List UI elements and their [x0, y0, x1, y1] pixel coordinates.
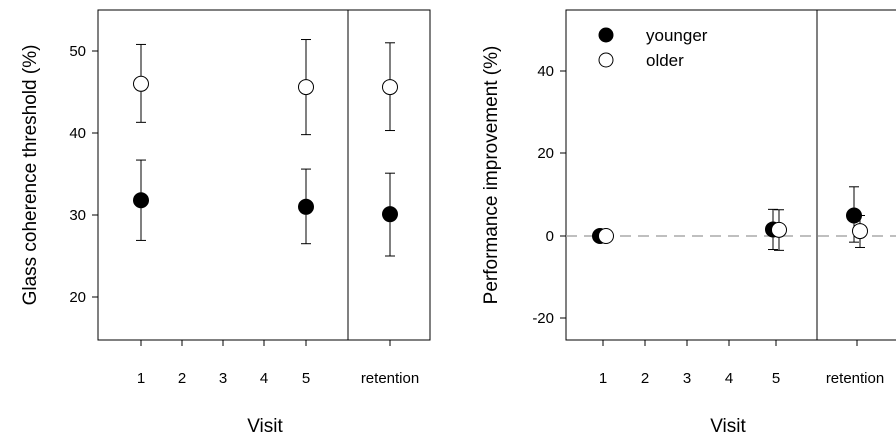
- y-tick-label: -20: [532, 310, 554, 327]
- y-axis-ticks: -20 0 20 40: [532, 63, 566, 327]
- y-tick-label: 0: [546, 228, 554, 245]
- x-tick-label: 3: [683, 370, 691, 387]
- x-tick-label: 3: [219, 370, 227, 387]
- data-point-filled: [298, 198, 314, 215]
- data-point-open: [133, 75, 149, 92]
- improvement-panel: Performance improvement (%) Visit -20 0 …: [481, 9, 896, 437]
- data-point-open: [771, 221, 787, 238]
- x-tick-label: 5: [772, 370, 780, 387]
- x-axis-ticks: 1 2 3 4 5 retention: [137, 340, 419, 387]
- legend-label-older: older: [646, 51, 684, 70]
- x-axis-title: Visit: [710, 416, 746, 437]
- y-tick-label: 30: [69, 207, 86, 224]
- x-tick-label: 2: [178, 370, 186, 387]
- x-tick-label: retention: [361, 370, 419, 387]
- x-tick-label: 1: [137, 370, 145, 387]
- x-axis-ticks: 1 2 3 4 5 retention: [599, 340, 884, 387]
- data-point-open: [852, 223, 868, 240]
- threshold-panel: Glass coherence threshold (%) Visit 20 3…: [20, 9, 431, 437]
- data-marks: [133, 39, 398, 257]
- data-point-open: [598, 228, 614, 244]
- legend-open-marker: [598, 52, 614, 68]
- x-tick-label: 5: [302, 370, 310, 387]
- y-tick-label: 20: [69, 289, 86, 306]
- data-point-open: [382, 79, 398, 96]
- y-tick-label: 40: [537, 63, 554, 80]
- y-axis-title: Performance improvement (%): [481, 46, 502, 305]
- y-axis-title: Glass coherence threshold (%): [20, 45, 41, 306]
- y-tick-label: 20: [537, 145, 554, 162]
- plot-frame: [97, 9, 431, 341]
- legend-label-younger: younger: [646, 26, 708, 45]
- y-tick-label: 50: [69, 43, 86, 60]
- y-tick-label: 40: [69, 125, 86, 142]
- x-tick-label: retention: [826, 370, 884, 387]
- data-point-open: [298, 79, 314, 96]
- x-tick-label: 4: [260, 370, 268, 387]
- legend-filled-marker: [598, 27, 614, 43]
- data-point-filled: [133, 192, 149, 209]
- data-marks: [592, 186, 868, 251]
- x-axis-title: Visit: [247, 416, 283, 437]
- data-point-filled: [382, 206, 398, 223]
- plot-frame: [565, 9, 896, 341]
- y-axis-ticks: 20 30 40 50: [69, 43, 98, 306]
- legend: younger older: [598, 26, 708, 70]
- x-tick-label: 1: [599, 370, 607, 387]
- x-tick-label: 4: [725, 370, 733, 387]
- x-tick-label: 2: [641, 370, 649, 387]
